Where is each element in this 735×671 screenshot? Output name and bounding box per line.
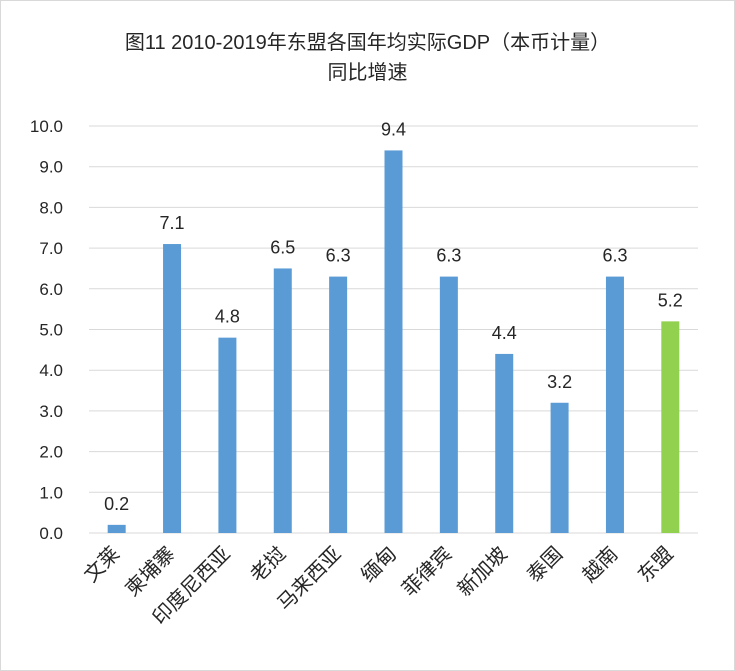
bar-5 [384, 150, 403, 534]
data-label-10: 5.2 [658, 290, 683, 310]
category-label-3: 老挝 [245, 542, 290, 587]
y-tick-label-9: 9.0 [39, 158, 63, 177]
bar-8 [550, 402, 569, 533]
bar-10 [661, 321, 680, 533]
category-label-9: 越南 [577, 542, 622, 587]
chart-title-line2: 同比增速 [327, 62, 408, 84]
y-tick-label-10: 10.0 [30, 117, 63, 136]
bar-4 [329, 276, 348, 533]
data-label-5: 9.4 [381, 119, 406, 139]
chart-title: 图11 2010-2019年东盟各国年均实际GDP（本币计量） 同比增速 [60, 28, 675, 88]
bars [107, 150, 680, 534]
bar-7 [495, 353, 514, 533]
bar-2 [218, 337, 237, 533]
category-label-5: 缅甸 [356, 542, 401, 587]
data-label-9: 6.3 [602, 246, 627, 266]
bar-9 [605, 276, 624, 533]
data-label-2: 4.8 [215, 307, 240, 327]
bar-3 [273, 268, 292, 533]
category-label-0: 文莱 [79, 542, 124, 587]
chart-title-line1: 图11 2010-2019年东盟各国年均实际GDP（本币计量） [124, 32, 611, 54]
category-label-6: 菲律宾 [397, 542, 456, 601]
data-label-7: 4.4 [492, 323, 517, 343]
y-tick-label-4: 4.0 [39, 361, 63, 380]
data-labels: 0.2 7.1 4.8 6.5 6.3 9.4 6.3 4.4 3.2 6.3 5.2 [104, 119, 683, 513]
data-label-8: 3.2 [547, 372, 572, 392]
data-label-1: 7.1 [160, 213, 185, 233]
y-tick-label-7: 7.0 [39, 239, 63, 258]
data-label-4: 6.3 [326, 246, 351, 266]
category-label-7: 新加坡 [452, 542, 511, 601]
bar-1 [163, 244, 182, 533]
category-label-8: 泰国 [522, 542, 567, 587]
bar-6 [439, 276, 458, 533]
category-label-10: 东盟 [633, 542, 678, 587]
y-tick-label-6: 6.0 [39, 280, 63, 299]
y-tick-label-8: 8.0 [39, 198, 63, 217]
bar-0 [107, 524, 126, 533]
data-label-0: 0.2 [104, 494, 129, 514]
y-tick-label-2: 2.0 [39, 443, 63, 462]
y-tick-label-3: 3.0 [39, 402, 63, 421]
data-label-3: 6.5 [270, 237, 295, 257]
y-tick-label-5: 5.0 [39, 321, 63, 340]
y-tick-label-1: 1.0 [39, 483, 63, 502]
y-axis-ticks: 0.0 1.0 2.0 3.0 4.0 5.0 6.0 7.0 8.0 9.0 10.0 [30, 117, 63, 543]
y-tick-label-0: 0.0 [39, 524, 63, 543]
data-label-6: 6.3 [436, 246, 461, 266]
